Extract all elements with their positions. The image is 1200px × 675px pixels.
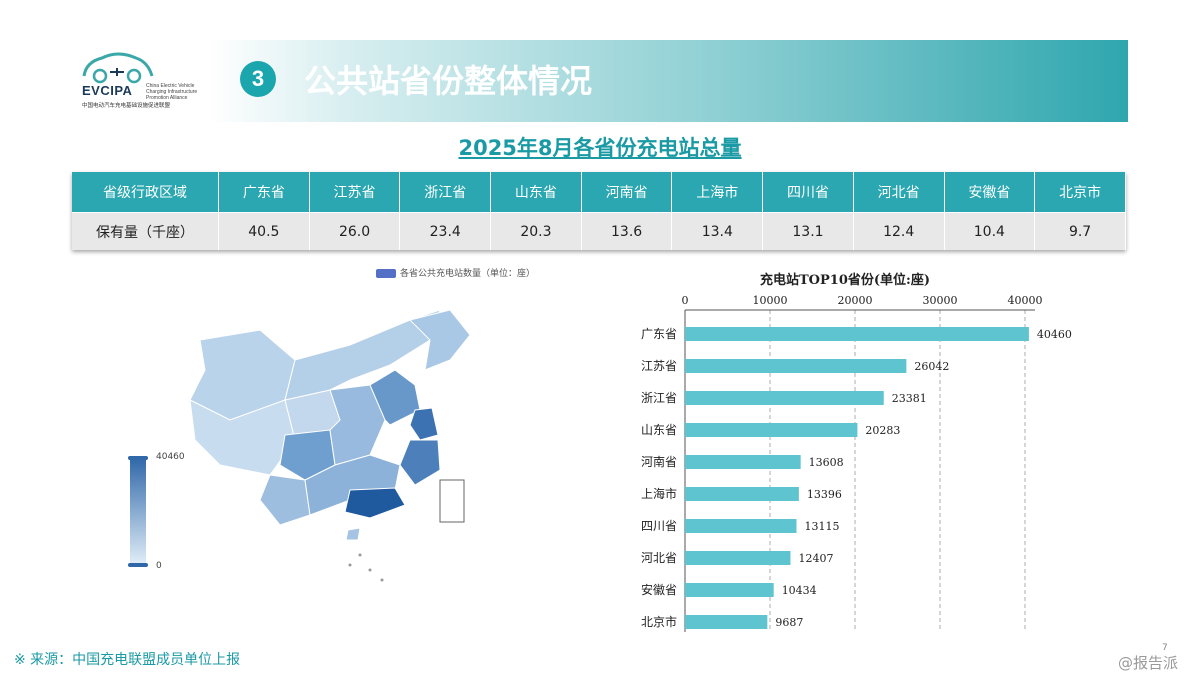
x-tick-label: 40000 bbox=[1008, 294, 1043, 307]
watermark-text: @报告派 bbox=[1118, 654, 1179, 672]
summary-value-row: 保有量（千座） 40.5 26.0 23.4 20.3 13.6 13.4 13… bbox=[72, 212, 1126, 250]
logo-text: EVCIPA bbox=[82, 83, 133, 98]
summary-province: 四川省 bbox=[762, 172, 854, 213]
data-label: 20283 bbox=[865, 424, 900, 437]
map-legend: 各省公共充电站数量（单位：座） bbox=[376, 266, 535, 279]
visual-map-max: 40460 bbox=[156, 452, 185, 462]
y-tick-label: 上海市 bbox=[641, 486, 677, 501]
summary-value: 10.4 bbox=[944, 212, 1036, 250]
bar bbox=[685, 455, 801, 469]
x-tick-label: 30000 bbox=[923, 294, 958, 307]
summary-header-label: 省级行政区域 bbox=[72, 172, 219, 213]
summary-value: 13.1 bbox=[762, 212, 854, 250]
evcipa-logo: EVCIPA China Electric Vehicle Charging I… bbox=[78, 46, 198, 116]
section-number-badge: 3 bbox=[240, 61, 276, 97]
data-label: 13115 bbox=[804, 520, 839, 533]
summary-value: 12.4 bbox=[853, 212, 945, 250]
page-title: 2025年8月各省份充电站总量 bbox=[458, 136, 742, 160]
data-label: 12407 bbox=[798, 552, 833, 565]
bar bbox=[685, 327, 1029, 341]
y-tick-label: 河北省 bbox=[641, 551, 677, 565]
summary-province: 山东省 bbox=[490, 172, 582, 213]
island-dot bbox=[380, 578, 384, 582]
x-tick-label: 20000 bbox=[838, 294, 873, 307]
summary-province: 河北省 bbox=[853, 172, 945, 213]
y-tick-label: 北京市 bbox=[641, 614, 677, 629]
x-tick-label: 10000 bbox=[753, 294, 788, 307]
bar bbox=[685, 359, 907, 373]
summary-value: 23.4 bbox=[399, 212, 492, 250]
logo-chinese-name: 中国电动汽车充电基础设施促进联盟 bbox=[82, 103, 171, 109]
legend-swatch bbox=[376, 269, 396, 278]
map-legend-label: 各省公共充电站数量（单位：座） bbox=[400, 269, 536, 279]
province-hainan bbox=[345, 527, 361, 541]
province-northeast bbox=[409, 309, 471, 371]
summary-value: 40.5 bbox=[218, 212, 310, 250]
island-dots bbox=[348, 553, 384, 582]
summary-table: 省级行政区域 广东省 江苏省 浙江省 山东省 河南省 上海市 四川省 河北省 安… bbox=[72, 172, 1126, 250]
island-dot bbox=[358, 553, 362, 557]
bar bbox=[685, 519, 797, 533]
summary-province: 北京市 bbox=[1034, 172, 1126, 213]
bar bbox=[685, 583, 774, 597]
section-banner bbox=[208, 40, 1128, 122]
bar bbox=[685, 551, 791, 565]
visual-map-gradient bbox=[130, 457, 146, 565]
summary-province: 河南省 bbox=[581, 172, 673, 213]
y-tick-label: 江苏省 bbox=[641, 359, 677, 373]
top10-bar-chart: 充电站TOP10省份(单位:座) 0 10000 20000 30000 40000 广东省… bbox=[641, 272, 1072, 632]
summary-province: 江苏省 bbox=[309, 172, 401, 213]
province-inner-mongolia bbox=[284, 309, 441, 401]
south-china-sea-inset bbox=[439, 479, 465, 523]
island-dot bbox=[348, 563, 352, 567]
data-label: 40460 bbox=[1037, 328, 1072, 341]
summary-value: 13.4 bbox=[671, 212, 764, 250]
summary-value: 26.0 bbox=[309, 212, 401, 250]
summary-value: 9.7 bbox=[1034, 212, 1126, 250]
province-yunnan bbox=[259, 474, 311, 526]
province-guangdong bbox=[344, 487, 406, 519]
logo-subtitle: China Electric Vehicle Charging Infrastr… bbox=[146, 83, 198, 101]
y-tick-label: 安徽省 bbox=[641, 582, 677, 597]
y-tick-label: 广东省 bbox=[641, 327, 677, 341]
y-tick-label: 山东省 bbox=[641, 423, 677, 437]
province-zhejiang bbox=[399, 439, 441, 486]
visual-map-min: 0 bbox=[156, 561, 162, 571]
chart-title: 充电站TOP10省份(单位:座) bbox=[760, 272, 930, 288]
bar bbox=[685, 487, 799, 501]
summary-value: 20.3 bbox=[490, 212, 582, 250]
data-label: 13608 bbox=[809, 456, 844, 469]
summary-province: 安徽省 bbox=[944, 172, 1036, 213]
source-note: ※ 来源：中国充电联盟成员单位上报 bbox=[14, 652, 241, 668]
data-label: 23381 bbox=[892, 392, 927, 405]
bar bbox=[685, 391, 884, 405]
province-jiangsu bbox=[409, 407, 439, 441]
y-tick-label: 河南省 bbox=[641, 454, 677, 469]
ev-car-icon bbox=[82, 52, 154, 84]
china-choropleth-map bbox=[189, 309, 471, 582]
section-title: 公共站省份整体情况 bbox=[304, 62, 593, 100]
province-shapes bbox=[189, 309, 471, 541]
data-label: 26042 bbox=[914, 360, 949, 373]
island-dot bbox=[368, 568, 372, 572]
x-tick-label: 0 bbox=[682, 294, 689, 307]
summary-value: 13.6 bbox=[581, 212, 673, 250]
data-label: 9687 bbox=[775, 616, 803, 629]
summary-province: 浙江省 bbox=[399, 172, 492, 213]
data-label: 13396 bbox=[807, 488, 842, 501]
page-number: 7 bbox=[1162, 643, 1168, 653]
summary-row-label: 保有量（千座） bbox=[72, 212, 219, 250]
summary-province: 广东省 bbox=[218, 172, 310, 213]
y-tick-label: 四川省 bbox=[641, 519, 677, 533]
summary-header-row: 省级行政区域 广东省 江苏省 浙江省 山东省 河南省 上海市 四川省 河北省 安… bbox=[72, 172, 1126, 213]
bar bbox=[685, 423, 858, 437]
visual-map-bottom-handle[interactable] bbox=[128, 563, 148, 567]
bar bbox=[685, 615, 768, 629]
data-label: 10434 bbox=[782, 584, 817, 597]
y-tick-label: 浙江省 bbox=[641, 391, 677, 405]
summary-province: 上海市 bbox=[671, 172, 764, 213]
